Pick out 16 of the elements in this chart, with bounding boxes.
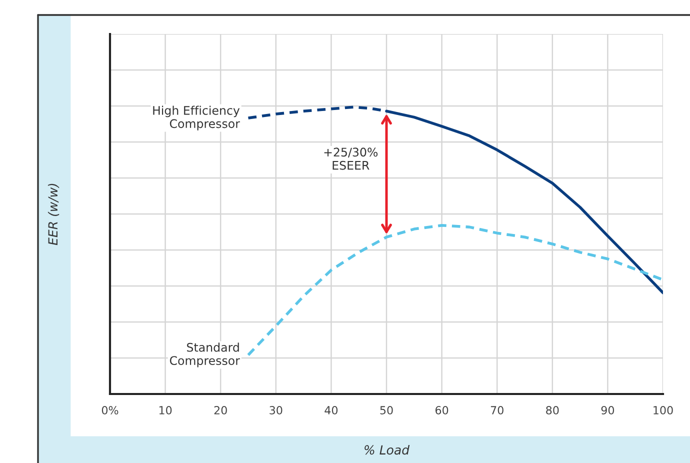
x-axis-title: % Load	[364, 444, 410, 455]
x-tick-label: 0%	[102, 406, 118, 414]
x-tick-label: 30	[270, 406, 282, 414]
x-tick-label: 70	[490, 406, 504, 414]
x-tick-label: 80	[546, 406, 559, 414]
x-tick-label: 40	[324, 406, 338, 414]
series-label: Standard Compressor	[170, 342, 240, 368]
x-tick-label: 50	[380, 406, 393, 414]
y-axis-title: EER (w/w)	[48, 184, 60, 246]
series-label: High Efficiency Compressor	[153, 106, 240, 130]
x-tick-label: 100	[654, 406, 673, 414]
x-tick-label: 10	[159, 406, 172, 414]
x-tick-label: 90	[601, 406, 614, 414]
annotation: +25/30% ESEER	[324, 148, 378, 170]
x-tick-label: 60	[436, 406, 448, 414]
x-tick-label: 20	[214, 406, 227, 414]
